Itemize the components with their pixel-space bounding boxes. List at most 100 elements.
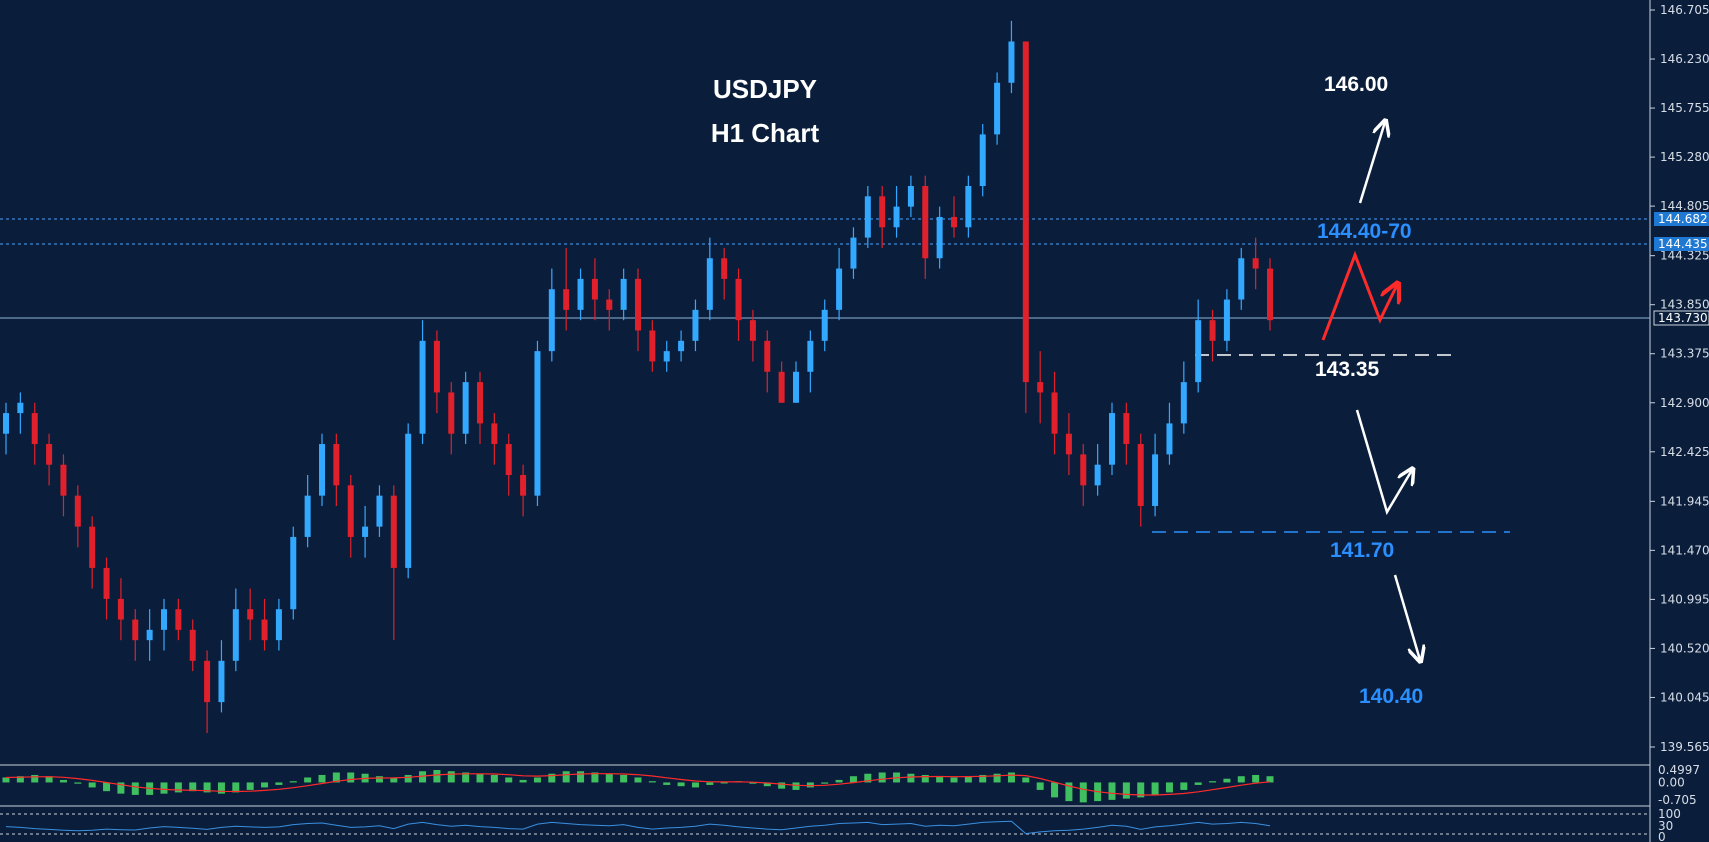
macd-bar	[1223, 778, 1231, 783]
candle-body	[864, 196, 871, 238]
candle-body	[764, 340, 771, 372]
candle-body	[491, 423, 498, 445]
price-tick-label: 142.900	[1660, 396, 1709, 410]
price-tick-label: 139.565	[1660, 740, 1709, 754]
candle-body	[218, 660, 225, 703]
candle-body	[462, 382, 469, 434]
macd-bar	[59, 779, 67, 783]
macd-bar	[203, 782, 211, 793]
macd-bar	[131, 782, 139, 795]
candle-body	[175, 609, 182, 630]
candle-body	[1065, 433, 1072, 455]
macd-bar	[1122, 782, 1130, 799]
candle-body	[204, 660, 211, 703]
candle-body	[850, 237, 857, 269]
macd-bar	[246, 782, 254, 790]
macd-bar	[591, 772, 599, 783]
macd-bar	[950, 777, 958, 783]
arrow-down-target	[1393, 574, 1420, 660]
candle-body	[548, 289, 555, 352]
candle-body	[577, 278, 584, 310]
candle-body	[520, 475, 527, 496]
candle-body	[290, 536, 297, 610]
macd-bar	[117, 782, 125, 794]
candle-body	[117, 598, 124, 620]
candle-body	[922, 185, 929, 259]
candle-body	[46, 444, 53, 465]
macd-tick-label: 0.00	[1658, 775, 1685, 789]
macd-bar	[275, 782, 283, 785]
level-tag-middle-text: 144.435	[1658, 237, 1708, 251]
candles-group	[3, 20, 1273, 734]
macd-bar	[1266, 776, 1274, 783]
candle-body	[60, 464, 67, 496]
macd-bar	[993, 773, 1001, 783]
macd-bar	[1036, 782, 1044, 790]
macd-bar	[1137, 782, 1145, 798]
macd-bar	[763, 782, 771, 787]
macd-bar	[404, 774, 412, 783]
macd-bar	[533, 777, 541, 783]
candle-body	[1022, 41, 1029, 383]
rsi-tick-label: 0	[1658, 830, 1666, 842]
candle-body	[893, 206, 900, 228]
candle-body	[1209, 320, 1216, 341]
macd-bar	[620, 774, 628, 783]
price-tick-label: 143.375	[1660, 347, 1709, 361]
macd-bar	[318, 774, 326, 783]
macd-bar	[1237, 776, 1245, 783]
macd-bar	[1165, 782, 1173, 793]
macd-bar	[1252, 774, 1260, 783]
macd-bar	[1065, 782, 1073, 802]
macd-bar	[1079, 782, 1087, 803]
candle-body	[563, 289, 570, 310]
macd-bar	[720, 782, 728, 784]
candle-body	[1238, 258, 1245, 300]
annotation-target-high: 146.00	[1324, 73, 1388, 96]
macd-panel	[2, 769, 1274, 803]
annotation-resistance: 144.40-70	[1317, 220, 1412, 243]
macd-bar	[45, 776, 53, 783]
candle-body	[692, 309, 699, 341]
current-price-tag-text: 143.730	[1658, 311, 1708, 325]
macd-bar	[849, 776, 857, 783]
macd-bar	[1194, 782, 1202, 785]
candle-body	[678, 340, 685, 352]
candle-body	[1123, 413, 1130, 445]
price-tick-label: 144.325	[1660, 249, 1709, 263]
candle-body	[1166, 423, 1173, 455]
macd-bar	[1007, 772, 1015, 783]
candle-body	[965, 185, 972, 228]
macd-bar	[16, 776, 24, 783]
annotation-target-low: 140.40	[1359, 685, 1423, 708]
macd-bar	[648, 781, 656, 783]
macd-bar	[433, 769, 441, 783]
candle-body	[649, 330, 656, 362]
macd-bar	[289, 781, 297, 783]
candle-body	[1137, 444, 1144, 506]
candle-body	[1051, 392, 1058, 434]
candle-body	[907, 185, 914, 207]
price-tick-label: 142.425	[1660, 445, 1709, 459]
candle-body	[261, 619, 268, 641]
macd-bar	[878, 772, 886, 783]
macd-bar	[936, 776, 944, 783]
macd-bar	[821, 782, 829, 784]
candle-body	[3, 413, 9, 434]
macd-bar	[677, 782, 685, 787]
macd-bar	[1151, 782, 1159, 795]
candle-body	[103, 567, 110, 599]
candle-body	[232, 609, 239, 661]
candle-body	[74, 495, 81, 527]
candle-body	[879, 196, 886, 228]
price-tick-label: 144.805	[1660, 199, 1709, 213]
macd-bar	[2, 777, 10, 783]
candle-body	[591, 278, 598, 300]
macd-bar	[447, 771, 455, 783]
candle-body	[1223, 299, 1230, 341]
macd-bar	[332, 772, 340, 783]
candle-body	[132, 619, 139, 641]
